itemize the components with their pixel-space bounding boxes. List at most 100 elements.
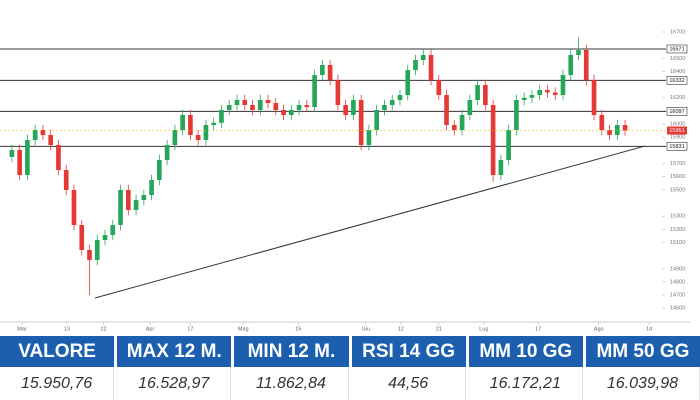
stat-header: RSI 14 GG <box>351 336 466 367</box>
candle-body <box>273 103 279 111</box>
candle-body <box>366 130 372 146</box>
stat-value: 16.172,21 <box>469 367 583 400</box>
candle-body <box>451 125 457 131</box>
y-tick-label: 14800 <box>670 279 685 285</box>
candle-body <box>288 110 294 116</box>
stat-header: MIN 12 M. <box>234 336 349 367</box>
x-tick-label: Ago <box>594 326 604 332</box>
x-tick-label: Giu <box>362 326 371 332</box>
candle-body <box>467 100 473 116</box>
stats-table: VALORE 15.950,76 MAX 12 M. 16.528,97 MIN 12 … <box>0 336 700 400</box>
candle-body <box>514 100 519 131</box>
candle-body <box>397 95 403 101</box>
candle-body <box>172 130 178 146</box>
candle-body <box>459 115 465 131</box>
x-tick-label: Lug <box>479 326 488 332</box>
candle-body <box>529 95 535 98</box>
stat-column: RSI 14 GG 44,56 <box>351 336 466 400</box>
candle-body <box>219 110 224 123</box>
level-label: 15831 <box>669 144 684 150</box>
candle-body <box>40 130 46 136</box>
candle-body <box>63 169 69 190</box>
y-tick-label: 16400 <box>670 69 685 75</box>
candle-body <box>444 95 449 126</box>
candle-body <box>436 80 442 96</box>
stat-column: VALORE 15.950,76 <box>0 336 115 400</box>
candle-body <box>211 122 217 126</box>
x-tick-label: 21 <box>436 326 442 332</box>
candle-body <box>133 199 139 210</box>
candle-body <box>25 140 30 175</box>
x-tick-label: 13 <box>64 326 70 332</box>
candle-body <box>389 100 395 106</box>
x-tick-label: 14 <box>646 326 652 332</box>
last-price-tag <box>667 126 687 135</box>
y-tick-label: 15900 <box>670 135 685 141</box>
stat-header: MAX 12 M. <box>117 336 232 367</box>
candle-body <box>125 189 131 210</box>
candle-body <box>110 224 116 235</box>
candle-body <box>568 55 574 76</box>
candle-body <box>583 50 589 81</box>
candle-body <box>374 110 380 131</box>
y-tick-label: 15100 <box>670 240 685 246</box>
stat-value: 15.950,76 <box>0 367 115 400</box>
candle-body <box>428 55 434 81</box>
candle-body <box>94 239 100 260</box>
candle-body <box>545 90 550 93</box>
stat-header: MM 10 GG <box>468 336 583 367</box>
candle-body <box>382 105 387 111</box>
candle-body <box>312 75 317 107</box>
stat-column: MAX 12 M. 16.528,97 <box>117 336 232 400</box>
candle-body <box>521 97 527 101</box>
candle-body <box>506 130 511 161</box>
candle-body <box>622 125 628 131</box>
candle-body <box>9 150 15 157</box>
candle-body <box>475 85 480 101</box>
candle-body <box>102 234 108 240</box>
y-tick-label: 15600 <box>670 174 685 180</box>
y-tick-label: 16700 <box>670 29 685 35</box>
candle-body <box>149 179 154 195</box>
x-tick-label: 15 <box>295 326 301 332</box>
candle-body <box>32 130 38 141</box>
x-tick-label: 17 <box>187 326 193 332</box>
level-tag <box>666 107 688 116</box>
level-label: 16097 <box>669 109 684 115</box>
candle-body <box>599 115 605 131</box>
candle-body <box>118 189 123 225</box>
candle-body <box>591 80 597 116</box>
candle-body <box>203 125 209 141</box>
candle-body <box>537 90 543 96</box>
candle-body <box>17 150 22 175</box>
candle-body <box>335 80 341 106</box>
level-label: 16571 <box>669 46 684 52</box>
x-tick-label: Apr <box>146 326 155 332</box>
stat-header: MM 50 GG <box>585 336 700 367</box>
x-tick-label: 17 <box>535 326 541 332</box>
stat-value: 11.862,84 <box>234 367 349 400</box>
candle-body <box>560 75 566 96</box>
candle-body <box>242 100 248 106</box>
stat-column: MM 50 GG 16.039,98 <box>585 336 700 400</box>
candle-body <box>552 92 558 96</box>
candle-body <box>327 65 333 81</box>
x-tick-label: Mar <box>17 326 27 332</box>
y-tick-label: 14700 <box>670 293 685 299</box>
candle-body <box>257 100 263 111</box>
candle-body <box>490 105 496 175</box>
stat-column: MIN 12 M. 11.862,84 <box>234 336 349 400</box>
candle-body <box>164 145 170 161</box>
candle-body <box>483 85 488 106</box>
stat-value: 16.039,98 <box>586 367 700 400</box>
y-tick-label: 16200 <box>670 95 685 101</box>
candle-body <box>420 55 426 61</box>
level-label: 16332 <box>669 78 684 84</box>
candle-body <box>304 105 310 107</box>
x-tick-label: 22 <box>100 326 106 332</box>
y-tick-label: 16500 <box>670 56 685 62</box>
y-tick-label: 14600 <box>670 306 685 312</box>
candle-body <box>234 100 240 106</box>
candle-body <box>180 115 185 131</box>
